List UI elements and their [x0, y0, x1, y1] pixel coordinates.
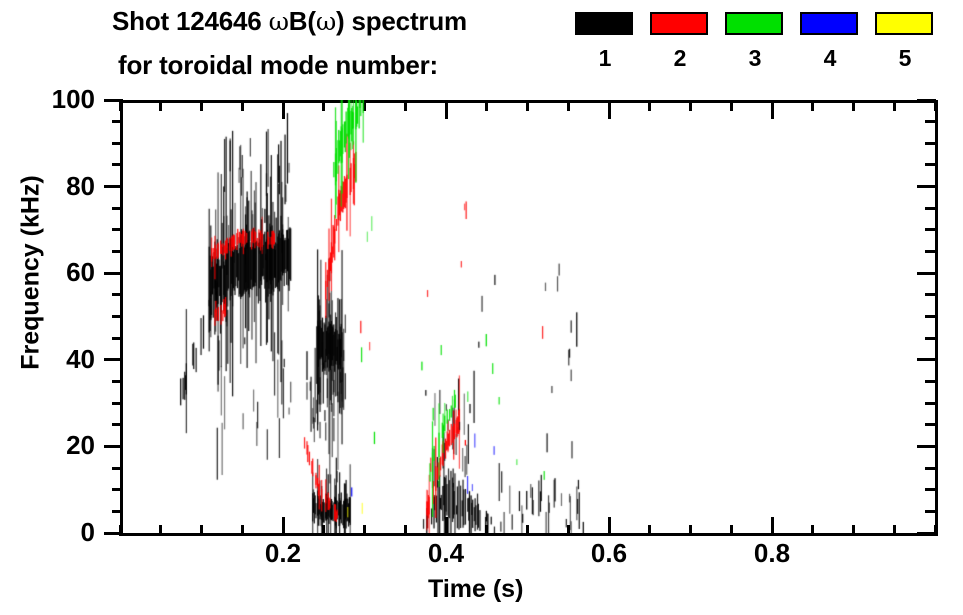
- chart-title-line-1: Shot 124646 ωB(ω) spectrum: [112, 6, 467, 37]
- x-axis-label: Time (s): [428, 575, 524, 603]
- y-tick-label: 80: [66, 170, 95, 201]
- y-tick-label: 100: [51, 84, 95, 114]
- y-tick: [112, 509, 123, 513]
- y-tick: [112, 250, 123, 254]
- legend: 1 2 3 4 5: [575, 12, 955, 90]
- legend-entry-1: 1: [575, 12, 635, 70]
- y-tick: [104, 358, 123, 362]
- x-tick-label: 0.2: [264, 538, 302, 568]
- legend-swatch-5: [875, 12, 933, 35]
- y-tick: [104, 98, 123, 102]
- omega-symbol-2: ω: [315, 7, 336, 36]
- y-tick: [104, 444, 123, 448]
- y-tick-label: 40: [66, 343, 95, 374]
- y-tick: [112, 466, 123, 470]
- x-tick-label: 0.4: [427, 538, 465, 568]
- y-tick: [112, 379, 123, 383]
- y-tick: [112, 228, 123, 232]
- legend-label-1: 1: [598, 45, 612, 71]
- y-tick: [104, 185, 123, 189]
- legend-swatch-3: [725, 12, 783, 35]
- y-tick: [104, 271, 123, 275]
- legend-entry-2: 2: [650, 12, 710, 70]
- y-tick: [112, 293, 123, 297]
- legend-label-3: 3: [748, 45, 762, 71]
- chart-title-line-2: for toroidal mode number:: [118, 50, 439, 80]
- title-mid: B(: [288, 6, 316, 36]
- legend-label-5: 5: [898, 45, 912, 71]
- y-tick: [112, 206, 123, 210]
- legend-label-2: 2: [673, 45, 687, 71]
- legend-entry-5: 5: [875, 12, 935, 70]
- legend-entry-3: 3: [725, 12, 785, 70]
- x-tick-label: 0.8: [753, 538, 791, 568]
- y-tick: [112, 163, 123, 167]
- y-tick-label: 0: [80, 517, 95, 547]
- legend-label-4: 4: [823, 45, 837, 71]
- y-tick-label: 20: [66, 430, 95, 461]
- title-suffix: ) spectrum: [336, 6, 467, 36]
- plot-area: [120, 100, 938, 536]
- legend-swatch-4: [800, 12, 858, 35]
- legend-swatch-2: [650, 12, 708, 35]
- y-tick: [112, 336, 123, 340]
- y-tick: [112, 120, 123, 124]
- spectrogram-canvas: [123, 100, 938, 533]
- y-axis-label: Frequency (kHz): [16, 175, 45, 370]
- omega-symbol-1: ω: [268, 7, 289, 36]
- y-tick: [112, 315, 123, 318]
- y-tick: [112, 423, 123, 427]
- legend-swatch-1: [575, 12, 633, 35]
- y-tick: [104, 531, 123, 535]
- y-tick: [112, 488, 123, 492]
- x-tick-label: 0.6: [590, 538, 628, 568]
- y-tick: [112, 141, 123, 145]
- legend-entry-4: 4: [800, 12, 860, 70]
- y-tick-label: 60: [66, 257, 95, 288]
- title-prefix: Shot 124646: [112, 6, 269, 36]
- y-tick: [112, 401, 123, 405]
